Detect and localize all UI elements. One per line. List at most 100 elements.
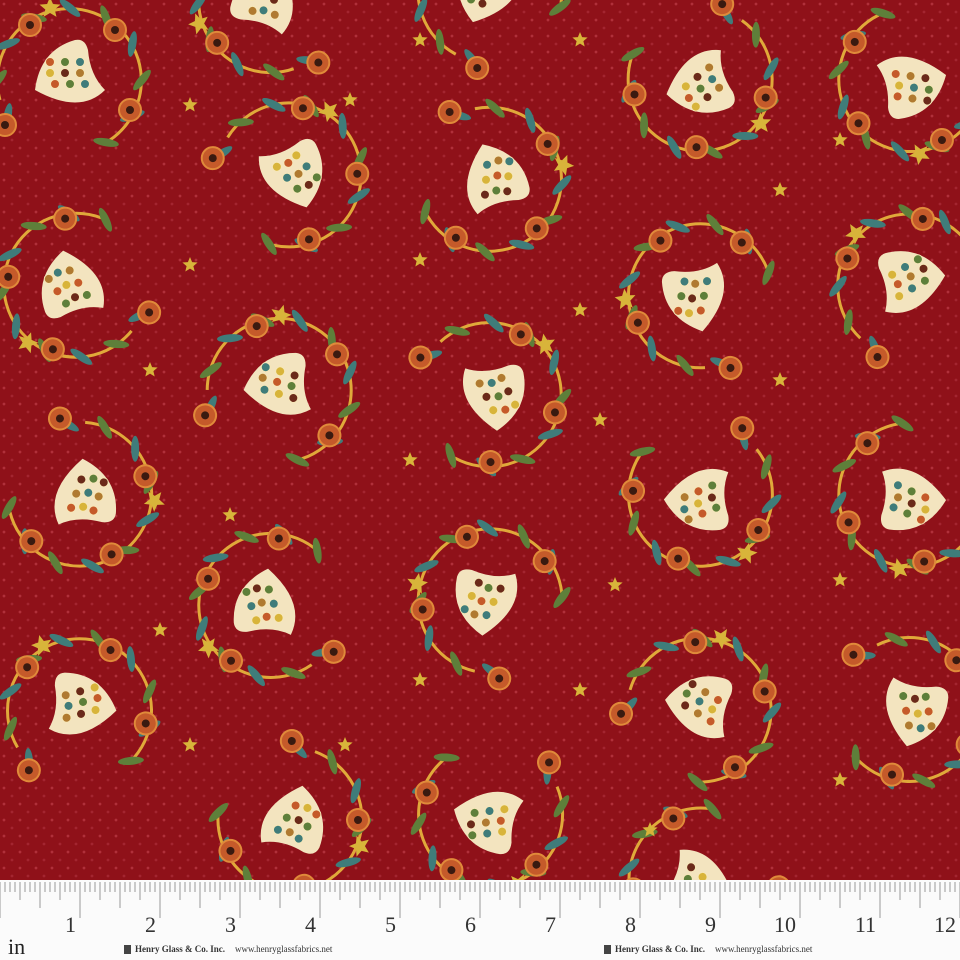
- brand-name: Henry Glass & Co. Inc.: [135, 944, 225, 954]
- leaf-motif: [1, 496, 17, 519]
- leaf-motif: [234, 530, 259, 543]
- leaf-motif: [651, 539, 662, 566]
- star-motif: [572, 302, 588, 317]
- star-motif: [342, 92, 358, 107]
- wreath-motif: [0, 205, 162, 365]
- wreath-motif: [609, 628, 782, 792]
- leaf-motif: [537, 428, 563, 440]
- wreath-motif: [188, 523, 346, 687]
- leaf-motif: [732, 131, 759, 140]
- star-motif: [908, 144, 930, 165]
- leaf-motif: [763, 57, 779, 81]
- leaf-motif: [884, 632, 908, 647]
- star-motif: [337, 737, 353, 752]
- brand-credit-left: Henry Glass & Co. Inc. www.henryglassfabr…: [124, 944, 332, 955]
- star-motif: [508, 874, 530, 880]
- wreath-motif: [829, 204, 960, 370]
- star-motif: [572, 32, 588, 47]
- leaf-motif: [424, 625, 434, 652]
- ruler-label: 1: [65, 912, 76, 937]
- leaf-motif: [133, 69, 151, 91]
- leaf-motif: [126, 646, 136, 673]
- ruler-label: 5: [385, 912, 396, 937]
- leaf-motif: [450, 651, 463, 676]
- hen-motif: [454, 791, 524, 855]
- hen-motif: [462, 364, 525, 431]
- star-motif: [888, 558, 909, 579]
- hen-motif: [48, 672, 117, 735]
- leaf-motif: [549, 0, 571, 16]
- leaf-motif: [208, 802, 229, 822]
- leaf-motif: [666, 135, 682, 159]
- ruler-ticks: [0, 882, 960, 918]
- leaf-motif: [327, 749, 338, 775]
- star-motif: [534, 333, 555, 355]
- leaf-motif: [665, 220, 690, 233]
- wreath-motif: [200, 95, 370, 255]
- flower-motif: [955, 732, 960, 757]
- hen-motif: [666, 49, 735, 113]
- leaf-motif: [247, 665, 266, 687]
- wreath-motif: [0, 0, 151, 147]
- leaf-motif: [508, 239, 535, 250]
- spool-logo-icon: [604, 945, 611, 955]
- leaf-motif: [410, 812, 427, 835]
- leaf-motif: [343, 360, 357, 385]
- leaf-motif: [127, 31, 137, 57]
- fabric-print-swatch: [0, 0, 960, 880]
- leaf-motif: [832, 458, 857, 473]
- leaf-motif: [653, 641, 679, 652]
- leaf-motif: [912, 773, 936, 788]
- leaf-motif: [732, 636, 744, 662]
- ruler-label: 10: [774, 912, 796, 937]
- star-motif: [614, 288, 636, 310]
- wreath-motif: [614, 214, 775, 380]
- leaf-motif: [0, 247, 22, 262]
- leaf-motif: [925, 630, 941, 654]
- ruler-label: 7: [545, 912, 556, 937]
- star-motif: [772, 182, 788, 197]
- star-motif: [832, 772, 848, 787]
- leaf-motif: [703, 798, 722, 820]
- leaf-motif: [544, 836, 569, 851]
- wreath-motif: [414, 0, 571, 81]
- leaf-motif: [851, 744, 860, 771]
- leaf-motif: [629, 446, 656, 457]
- leaf-motif: [0, 69, 7, 91]
- leaf-motif: [263, 63, 285, 81]
- star-motif: [592, 412, 608, 427]
- hen-motif: [455, 569, 518, 636]
- leaf-motif: [0, 38, 20, 50]
- leaf-motif: [231, 52, 244, 77]
- leaf-motif: [444, 325, 471, 336]
- leaf-motif: [131, 435, 140, 462]
- leaf-motif: [20, 221, 47, 231]
- leaf-motif: [227, 118, 254, 127]
- leaf-motif: [760, 454, 772, 480]
- star-motif: [143, 491, 165, 512]
- leaf-motif: [338, 112, 347, 139]
- leaf-motif: [626, 666, 652, 678]
- wreath-motif: [618, 798, 791, 880]
- leaf-motif: [217, 334, 243, 343]
- leaf-motif: [142, 679, 157, 704]
- hen-motif: [664, 849, 734, 880]
- leaf-motif: [549, 349, 560, 376]
- ruler-label: 9: [705, 912, 716, 937]
- leaf-motif: [11, 313, 21, 340]
- leaf-motif: [414, 0, 428, 22]
- wreath-motif: [621, 0, 779, 160]
- leaf-motif: [326, 223, 353, 232]
- leaf-motif: [49, 633, 74, 648]
- brand-url: www.henryglassfabrics.net: [715, 944, 813, 954]
- hen-motif: [457, 0, 522, 23]
- wreath-motif: [193, 304, 361, 467]
- flower-motif: [766, 875, 791, 880]
- leaf-motif: [751, 21, 760, 48]
- leaf-motif: [0, 683, 22, 700]
- wreath-motif: [841, 630, 960, 790]
- star-motif: [412, 672, 428, 687]
- hen-motif: [243, 352, 311, 415]
- ruler-label: 4: [305, 912, 316, 937]
- leaf-motif: [509, 454, 536, 465]
